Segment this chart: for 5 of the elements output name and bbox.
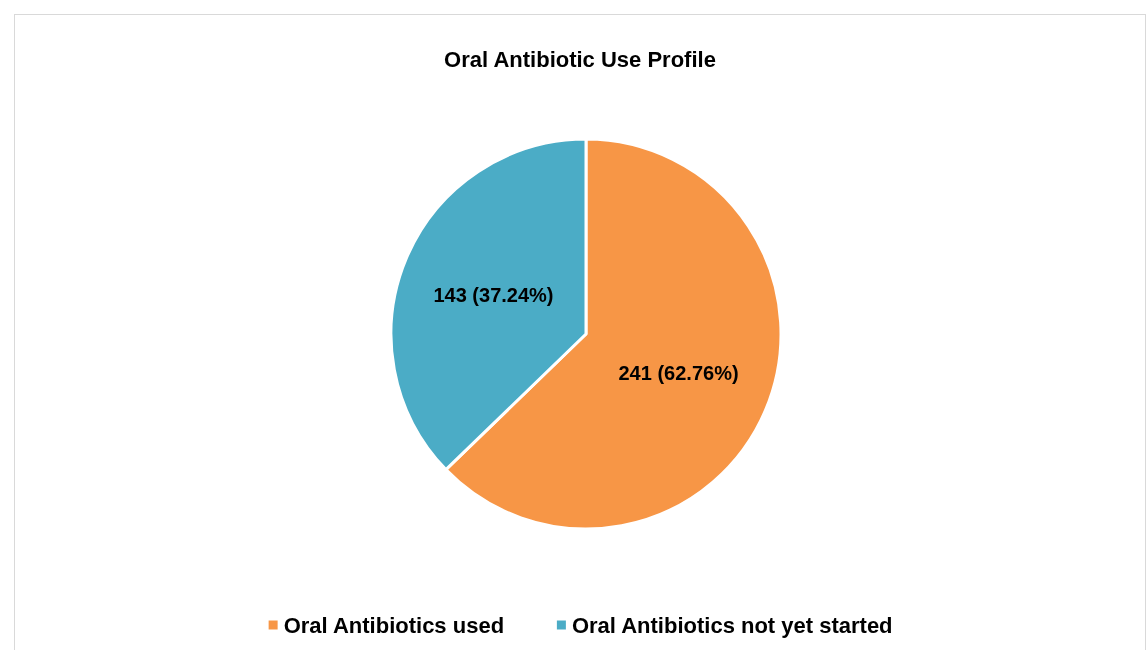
legend-label: Oral Antibiotics not yet started <box>571 612 893 638</box>
data-label: 241 (62.76%) <box>618 362 739 385</box>
legend-label: Oral Antibiotics used <box>283 612 505 638</box>
data-label: 143 (37.24%) <box>433 283 554 306</box>
chart-title: Oral Antibiotic Use Profile <box>444 46 716 72</box>
